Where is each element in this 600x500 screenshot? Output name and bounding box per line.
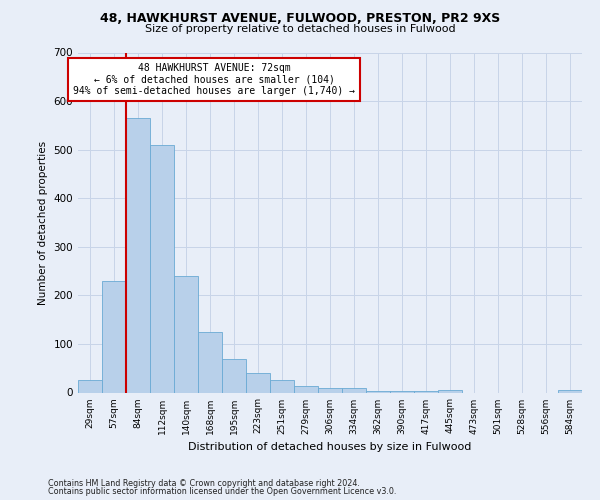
- Bar: [318, 388, 342, 392]
- Bar: [78, 380, 102, 392]
- Bar: [342, 388, 366, 392]
- Bar: [246, 373, 270, 392]
- Bar: [414, 390, 438, 392]
- Bar: [270, 380, 294, 392]
- Y-axis label: Number of detached properties: Number of detached properties: [38, 140, 48, 304]
- Bar: [222, 358, 246, 392]
- Bar: [150, 145, 174, 392]
- Text: Contains public sector information licensed under the Open Government Licence v3: Contains public sector information licen…: [48, 487, 397, 496]
- Bar: [438, 390, 462, 392]
- X-axis label: Distribution of detached houses by size in Fulwood: Distribution of detached houses by size …: [188, 442, 472, 452]
- Text: Contains HM Land Registry data © Crown copyright and database right 2024.: Contains HM Land Registry data © Crown c…: [48, 478, 360, 488]
- Text: Size of property relative to detached houses in Fulwood: Size of property relative to detached ho…: [145, 24, 455, 34]
- Text: 48, HAWKHURST AVENUE, FULWOOD, PRESTON, PR2 9XS: 48, HAWKHURST AVENUE, FULWOOD, PRESTON, …: [100, 12, 500, 26]
- Bar: [198, 332, 222, 392]
- Bar: [390, 390, 414, 392]
- Bar: [102, 281, 126, 392]
- Bar: [294, 386, 318, 392]
- Bar: [174, 276, 198, 392]
- Bar: [558, 390, 582, 392]
- Bar: [126, 118, 150, 392]
- Bar: [366, 390, 390, 392]
- Text: 48 HAWKHURST AVENUE: 72sqm
← 6% of detached houses are smaller (104)
94% of semi: 48 HAWKHURST AVENUE: 72sqm ← 6% of detac…: [73, 62, 355, 96]
